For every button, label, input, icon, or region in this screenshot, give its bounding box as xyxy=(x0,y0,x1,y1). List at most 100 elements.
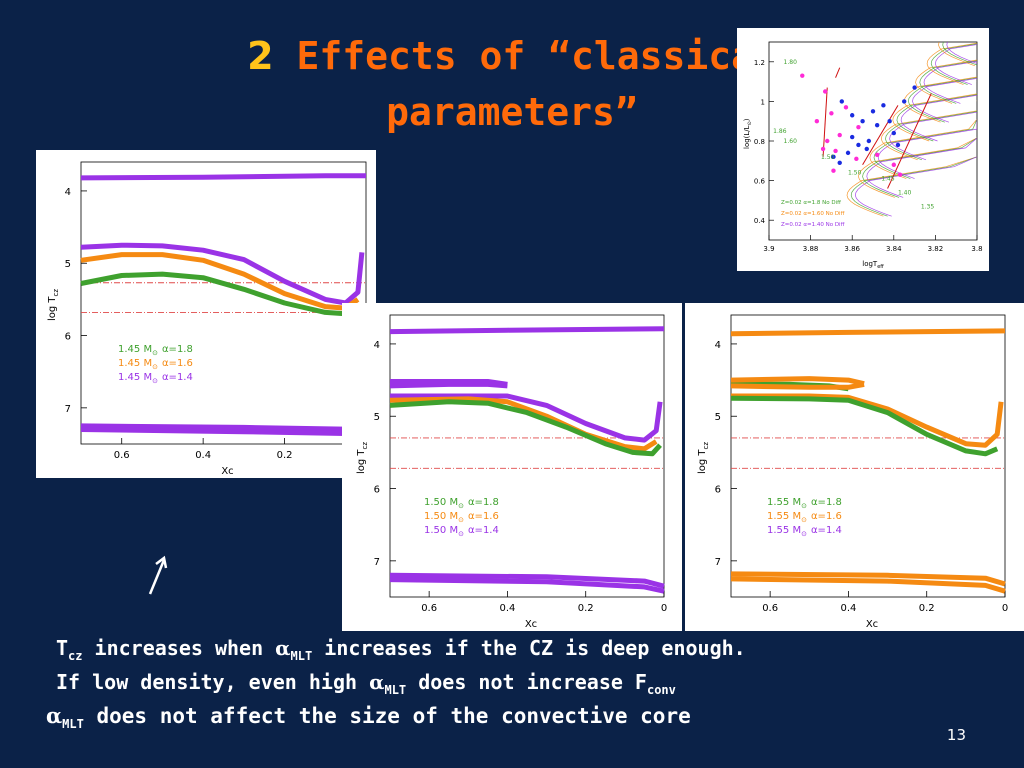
y-axis-label-sub: cz xyxy=(361,442,369,450)
hr-x-tick-label: 3.84 xyxy=(886,245,902,253)
y-axis-label-sub: cz xyxy=(52,289,60,297)
hr-star-magenta xyxy=(891,162,896,167)
y-tick-label: 6 xyxy=(65,332,71,343)
x-tick-label: 0.6 xyxy=(421,603,437,614)
x-tick-label: 0 xyxy=(661,603,667,614)
hr-legend-entry: Z=0.02 α=1.40 No Diff xyxy=(781,222,845,228)
hr-x-tick-label: 3.8 xyxy=(971,245,982,253)
hr-track xyxy=(858,137,977,198)
hr-y-tick-label: 0.8 xyxy=(754,138,765,146)
hr-star-magenta xyxy=(897,172,903,177)
hr-star-magenta xyxy=(800,73,805,78)
y-tick-label: 6 xyxy=(715,485,721,496)
x-axis-label: Xc xyxy=(866,619,878,630)
legend-alpha: α=1.6 xyxy=(811,511,842,522)
bullet-1-alpha: α xyxy=(275,636,291,660)
bullet-1-sub-cz: cz xyxy=(68,649,83,663)
hr-y-label-sun: ⊙ xyxy=(747,121,753,125)
slide-title-line-2: parameters” xyxy=(0,86,1024,138)
hr-legend-entry: Z=0.02 α=1.60 No Diff xyxy=(781,211,845,217)
hr-track xyxy=(935,44,977,85)
y-tick-label: 7 xyxy=(65,404,71,415)
hr-mass-label: 1.80 xyxy=(784,59,798,66)
hr-star-magenta xyxy=(831,168,836,173)
y-tick-label: 5 xyxy=(65,259,71,270)
legend-m: M xyxy=(143,358,152,369)
bullet-2-text-a: If low density, even high xyxy=(56,670,370,694)
hr-star-magenta xyxy=(833,148,838,154)
hr-track xyxy=(869,118,977,179)
chart-panel-155: 4 5 6 7 0.6 0.4 0.2 0 Xc log Tcz 1.55 M⊙ α=1.8 1.55 … xyxy=(685,303,1024,631)
y-axis-label: log Tcz xyxy=(47,289,60,321)
x-tick-label: 0.4 xyxy=(840,603,856,614)
hr-star-blue xyxy=(895,142,901,148)
hr-boundary-line xyxy=(887,93,932,189)
hr-x-tick-label: 3.82 xyxy=(928,245,944,253)
x-axis-label: Xc xyxy=(221,466,233,477)
series-line xyxy=(80,423,367,432)
series-line xyxy=(389,396,658,452)
legend-sun: ⊙ xyxy=(801,516,807,524)
legend-alpha: α=1.8 xyxy=(811,497,842,508)
slide-title: 2 Effects of “classical xyxy=(0,30,1024,82)
series-line xyxy=(389,381,508,389)
bullet-1: Tcz increases when αMLT increases if the… xyxy=(56,636,746,663)
chart-panel-145: 4 5 6 7 0.6 0.4 0.2 Xc log Tcz 1.45 M⊙ α=1.8 1.45 M… xyxy=(36,150,376,478)
hr-track xyxy=(908,62,977,123)
hr-star-blue xyxy=(887,119,892,124)
bullet-2-text-b: does not increase F xyxy=(406,670,647,694)
legend-mass: 1.50 xyxy=(424,525,449,536)
hr-track xyxy=(900,81,977,142)
hr-star-magenta xyxy=(837,132,842,138)
y-tick-label: 4 xyxy=(65,187,71,198)
hr-star-blue xyxy=(870,109,876,114)
hr-y-label: log(L/L⊙) xyxy=(743,118,753,149)
legend-mass: 1.45 xyxy=(118,344,143,355)
hr-star-blue xyxy=(850,134,855,140)
legend-entry: 1.55 M⊙ α=1.4 xyxy=(767,525,842,538)
legend-entry: 1.55 M⊙ α=1.8 xyxy=(767,497,842,510)
legend-m: M xyxy=(792,511,801,522)
hr-x-label-sub: eff xyxy=(877,264,884,270)
bullet-3: αMLT does not affect the size of the con… xyxy=(46,703,691,731)
legend-sun: ⊙ xyxy=(801,502,807,510)
x-tick-label: 0.2 xyxy=(919,603,935,614)
hr-track xyxy=(903,62,977,123)
legend-mass: 1.55 xyxy=(767,511,792,522)
hr-track xyxy=(919,44,977,104)
hr-y-tick-label: 1 xyxy=(761,98,765,106)
bullet-2-alpha: α xyxy=(369,670,385,694)
hr-track xyxy=(880,100,977,161)
series-line xyxy=(80,427,367,437)
hr-track xyxy=(850,156,977,217)
hr-track xyxy=(946,42,977,64)
hr-track xyxy=(873,119,977,179)
series-line xyxy=(389,399,662,457)
hr-star-magenta xyxy=(825,138,830,144)
hr-star-blue xyxy=(891,130,896,136)
legend-m: M xyxy=(449,511,458,522)
hr-mass-label: 1.35 xyxy=(921,203,935,210)
hr-y-label-b: ) xyxy=(743,118,751,121)
y-axis-label-sub: cz xyxy=(702,442,710,450)
hr-star-blue xyxy=(850,113,855,118)
series-line xyxy=(730,328,1006,337)
x-axis-label: Xc xyxy=(525,619,537,630)
legend-mass: 1.45 xyxy=(118,358,143,369)
bullet-1-text-a: T xyxy=(56,636,69,660)
legend-alpha: α=1.4 xyxy=(162,372,193,383)
hr-star-blue xyxy=(845,150,851,156)
bullet-2-sub-mlt: MLT xyxy=(384,683,407,697)
legend-entry: 1.45 M⊙ α=1.6 xyxy=(118,358,193,371)
legend-mass: 1.50 xyxy=(424,497,449,508)
hr-mass-label: 1.50 xyxy=(821,154,835,161)
hr-track xyxy=(889,100,977,161)
legend-entry: 1.45 M⊙ α=1.8 xyxy=(118,344,193,357)
series-line xyxy=(730,571,1006,587)
y-tick-label: 4 xyxy=(715,340,721,351)
series-line xyxy=(389,572,665,589)
hr-star-magenta xyxy=(814,119,820,124)
hr-star-magenta xyxy=(829,111,834,116)
legend-m: M xyxy=(449,497,458,508)
